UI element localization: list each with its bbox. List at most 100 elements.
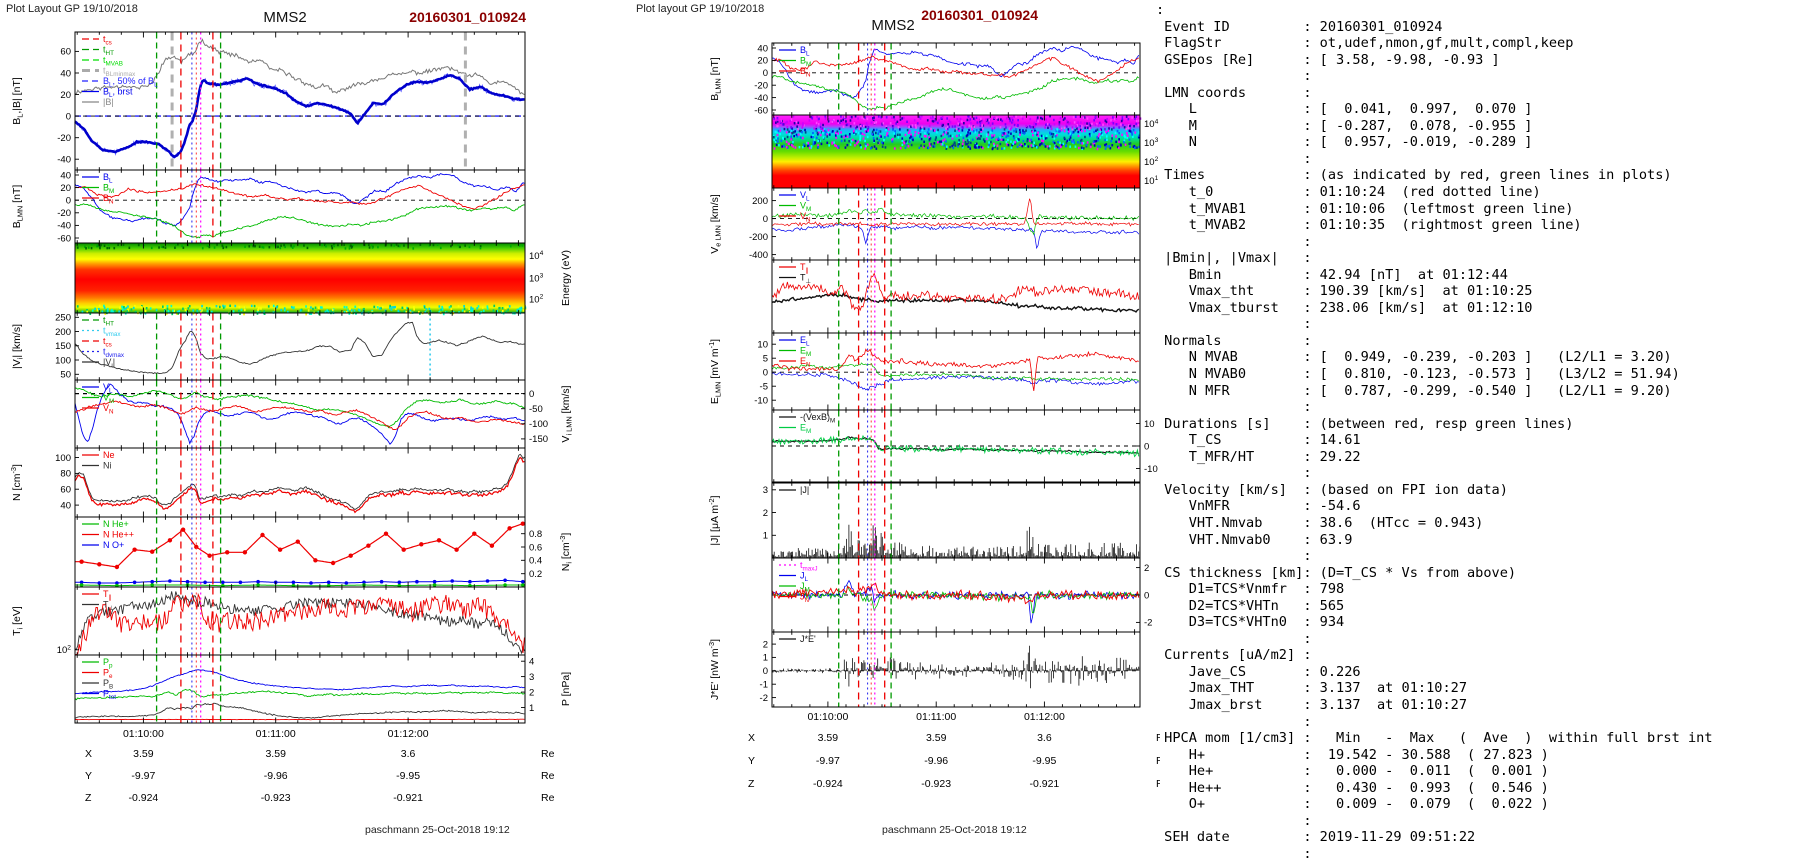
svg-text:1: 1 (529, 703, 534, 714)
svg-text:N He++: N He++ (103, 530, 134, 540)
svg-text:0: 0 (763, 666, 768, 677)
svg-text:01:12:00: 01:12:00 (388, 728, 429, 740)
svg-text:-5: -5 (760, 382, 768, 393)
svg-text:BLMN​ [nT]: BLMN​ [nT] (11, 185, 25, 229)
svg-text:VN​: VN​ (800, 211, 811, 224)
svg-text:3.59: 3.59 (133, 748, 154, 760)
svg-text:BN​: BN​ (800, 66, 811, 79)
svg-text:tMVAB​: tMVAB​ (103, 55, 123, 68)
svg-text:ELMN​ [mV m-1​]: ELMN​ [mV m-1​] (707, 339, 722, 404)
svg-text:-2: -2 (1144, 618, 1152, 629)
svg-text:50: 50 (60, 370, 71, 381)
svg-text:0: 0 (1144, 441, 1149, 452)
svg-text:|J| [μA m-2​]: |J| [μA m-2​] (707, 495, 721, 545)
svg-text:JM​: JM​ (800, 581, 810, 594)
mid-plot-title: MMS2 (871, 17, 915, 34)
svg-text:10: 10 (757, 340, 768, 351)
left-plot-title: MMS2 (263, 9, 307, 26)
svg-text:Energy (eV): Energy (eV) (560, 250, 572, 306)
svg-text:Re: Re (1156, 755, 1160, 767)
svg-text:tvmax​: tvmax​ (103, 326, 121, 339)
svg-text:103​: 103​ (529, 273, 544, 285)
svg-text:JL​: JL​ (800, 571, 809, 584)
svg-text:VM​: VM​ (800, 201, 811, 214)
svg-text:40: 40 (60, 500, 71, 511)
svg-text:-40: -40 (754, 93, 768, 104)
svg-text:01:10:00: 01:10:00 (123, 728, 164, 740)
svg-text:|J|: |J| (800, 485, 809, 495)
svg-text:J*E' [nW m-3​]: J*E' [nW m-3​] (707, 639, 721, 700)
event-info-panel: : Event ID : 20160301_010924 FlagStr : o… (1156, 2, 1713, 862)
svg-text:BL​: BL​ (800, 45, 810, 58)
svg-text:Re: Re (541, 792, 555, 804)
svg-text:Re: Re (1156, 778, 1160, 790)
svg-text:VL​: VL​ (800, 190, 810, 203)
svg-text:-20: -20 (754, 81, 768, 92)
svg-text:Ti​ [eV]: Ti​ [eV] (11, 606, 25, 636)
svg-text:0.4: 0.4 (529, 556, 542, 567)
svg-text:-60: -60 (57, 233, 71, 244)
svg-text:-40: -40 (57, 221, 71, 232)
svg-text:T⊥​: T⊥​ (103, 600, 114, 613)
svg-text:tBLminmax​: tBLminmax​ (103, 66, 136, 79)
svg-text:-0.924: -0.924 (129, 792, 159, 804)
svg-text:-0.923: -0.923 (921, 778, 951, 790)
svg-text:3: 3 (529, 672, 534, 683)
svg-text:VL​: VL​ (103, 382, 113, 395)
svg-text:Z: Z (748, 778, 755, 790)
svg-text:01:11:00: 01:11:00 (256, 728, 296, 740)
svg-text:-20: -20 (57, 133, 71, 144)
svg-text:250: 250 (55, 313, 71, 324)
svg-text:5: 5 (763, 354, 768, 365)
svg-text:Ve LMN​ [km/s]: Ve LMN​ [km/s] (709, 194, 723, 254)
svg-text:103​: 103​ (1144, 137, 1159, 149)
svg-text:tmaxJ​: tmaxJ​ (800, 560, 818, 573)
svg-text:-0.921: -0.921 (1030, 778, 1060, 790)
svg-text:40: 40 (60, 68, 71, 79)
svg-text:-0.921: -0.921 (393, 792, 423, 804)
svg-text:3.59: 3.59 (818, 732, 839, 744)
svg-text:-60: -60 (754, 105, 768, 116)
svg-text:1: 1 (763, 653, 768, 664)
svg-text:2: 2 (1144, 563, 1149, 574)
svg-text:Re: Re (1156, 732, 1160, 744)
svg-text:100: 100 (55, 355, 71, 366)
svg-text:EN​: EN​ (800, 356, 811, 369)
svg-text:40: 40 (757, 43, 768, 54)
svg-text:|B|: |B| (103, 97, 114, 107)
svg-text:60: 60 (60, 485, 71, 496)
svg-text:01:12:00: 01:12:00 (1024, 711, 1065, 723)
svg-text:4: 4 (529, 657, 534, 668)
svg-text:|Vi​| [km/s]: |Vi​| [km/s] (11, 324, 25, 369)
svg-text:0: 0 (763, 214, 768, 225)
svg-text:tHT​: tHT​ (103, 315, 114, 328)
svg-text:0: 0 (66, 196, 71, 207)
svg-text:60: 60 (60, 47, 71, 58)
svg-text:3.59: 3.59 (926, 732, 947, 744)
svg-text:BLMN​ [nT]: BLMN​ [nT] (709, 57, 723, 101)
svg-text:-150: -150 (529, 434, 548, 445)
svg-text:BM​: BM​ (103, 183, 114, 196)
svg-text:VN​: VN​ (103, 403, 114, 416)
svg-text:-1: -1 (760, 680, 768, 691)
svg-text:-0.923: -0.923 (261, 792, 291, 804)
svg-text:N He+: N He+ (103, 519, 129, 529)
svg-text:20: 20 (60, 90, 71, 101)
svg-text:BL​,|B| [nT]: BL​,|B| [nT] (11, 77, 25, 125)
svg-text:20: 20 (757, 56, 768, 67)
svg-text:Pe​: Pe​ (103, 668, 113, 681)
svg-text:BN​: BN​ (103, 193, 114, 206)
svg-text:40: 40 (60, 170, 71, 181)
svg-text:Re: Re (541, 770, 555, 782)
svg-text:tdvmax​: tdvmax​ (103, 347, 125, 360)
svg-text:2: 2 (763, 508, 768, 519)
svg-text:-(VexB)M​: -(VexB)M​ (800, 412, 835, 425)
svg-text:tHT​: tHT​ (103, 45, 114, 58)
svg-text:104​: 104​ (1144, 118, 1159, 130)
svg-text:-9.95: -9.95 (1032, 755, 1056, 767)
svg-text:0.2: 0.2 (529, 569, 542, 580)
svg-text:T⊥​: T⊥​ (800, 273, 811, 286)
svg-text:J*E': J*E' (800, 634, 816, 644)
svg-text:EM​: EM​ (800, 346, 811, 359)
svg-text:BL​: BL​ (103, 172, 113, 185)
